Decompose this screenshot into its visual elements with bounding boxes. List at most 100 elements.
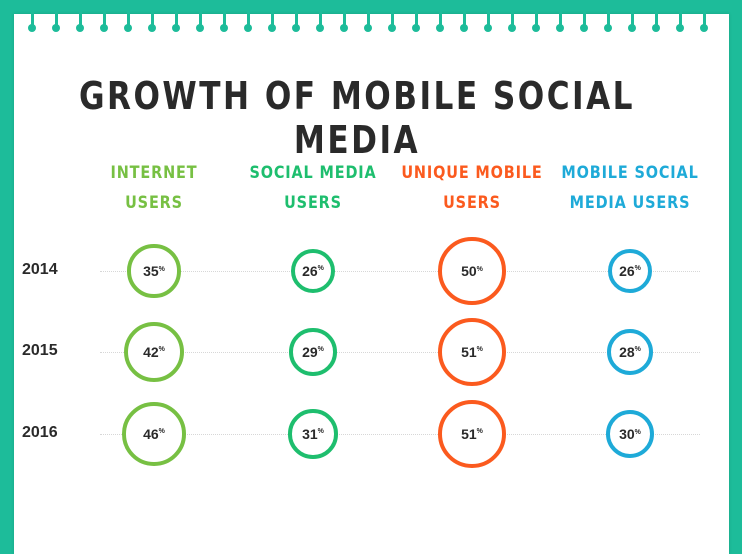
percent-sign: % xyxy=(158,346,165,354)
percent-sign: % xyxy=(476,265,483,273)
percent-sign: % xyxy=(158,428,165,436)
binder-hole xyxy=(28,24,36,32)
value-bubble: 26% xyxy=(290,248,336,294)
binder-hole xyxy=(364,24,372,32)
binder-wire xyxy=(342,10,346,28)
binder-hole xyxy=(316,24,324,32)
percent-sign: % xyxy=(634,346,641,354)
binder-hole xyxy=(340,24,348,32)
binder-hole xyxy=(148,24,156,32)
percent-sign: % xyxy=(476,346,483,354)
binder-wire xyxy=(510,10,514,28)
column-header: SOCIAL MEDIA USERS xyxy=(241,158,386,218)
column-header-line: USERS xyxy=(125,193,183,213)
value-bubble: 31% xyxy=(288,409,338,459)
percent-sign: % xyxy=(476,428,483,436)
row-guide-line xyxy=(100,352,700,353)
value-bubble: 42% xyxy=(124,322,184,382)
row-label-year: 2014 xyxy=(22,261,58,278)
value-label: 51 xyxy=(461,343,477,360)
value-label: 29 xyxy=(302,343,318,360)
row-label-year: 2016 xyxy=(22,424,58,441)
value-label: 30 xyxy=(619,426,635,442)
percent-sign: % xyxy=(634,428,641,436)
percent-sign: % xyxy=(634,265,641,273)
binder-wire xyxy=(606,10,610,28)
binder-wire xyxy=(174,10,178,28)
binder-wire xyxy=(270,10,274,28)
value-label: 26 xyxy=(302,262,318,279)
value-bubble: 29% xyxy=(289,328,337,376)
value-bubble: 26% xyxy=(607,248,653,294)
binder-wire xyxy=(102,10,106,28)
binder-wire xyxy=(702,10,706,28)
column-header-line: MOBILE SOCIAL xyxy=(561,163,699,183)
binder-wire xyxy=(126,10,130,28)
binder-hole xyxy=(100,24,108,32)
binder-hole xyxy=(76,24,84,32)
binder-wire xyxy=(414,10,418,28)
binder-hole xyxy=(652,24,660,32)
value-label: 50 xyxy=(461,263,477,279)
binder-wire xyxy=(366,10,370,28)
binder-wire xyxy=(678,10,682,28)
value-label: 26 xyxy=(619,262,635,279)
binder-wire xyxy=(318,10,322,28)
percent-sign: % xyxy=(317,428,324,436)
binder-wire xyxy=(198,10,202,28)
column-header-line: USERS xyxy=(443,193,501,213)
binder-hole xyxy=(292,24,300,32)
binder-hole xyxy=(172,24,180,32)
binder-wire xyxy=(246,10,250,28)
binder-wire xyxy=(30,10,34,28)
binder-hole xyxy=(580,24,588,32)
binder-hole xyxy=(196,24,204,32)
value-bubble: 51% xyxy=(437,399,507,469)
value-bubble: 51% xyxy=(437,317,507,387)
percent-sign: % xyxy=(317,346,324,354)
binder-wire xyxy=(534,10,538,28)
value-bubble: 30% xyxy=(605,409,655,459)
binder-hole xyxy=(556,24,564,32)
value-label: 46 xyxy=(143,425,159,442)
value-label: 31 xyxy=(302,425,318,442)
value-bubble: 46% xyxy=(122,402,186,466)
binder-rings xyxy=(14,10,729,54)
binder-hole xyxy=(388,24,396,32)
row-guide-line xyxy=(100,271,700,272)
column-header-line: MEDIA USERS xyxy=(569,193,691,213)
row-label-year: 2015 xyxy=(22,342,58,359)
binder-wire xyxy=(582,10,586,28)
binder-wire xyxy=(462,10,466,28)
column-header: MOBILE SOCIAL MEDIA USERS xyxy=(558,158,703,218)
binder-hole xyxy=(244,24,252,32)
binder-wire xyxy=(486,10,490,28)
value-label: 42 xyxy=(143,343,159,360)
binder-wire xyxy=(150,10,154,28)
value-bubble: 50% xyxy=(438,237,506,305)
binder-wire xyxy=(54,10,58,28)
binder-hole xyxy=(436,24,444,32)
binder-hole xyxy=(52,24,60,32)
binder-hole xyxy=(124,24,132,32)
binder-wire xyxy=(438,10,442,28)
binder-wire xyxy=(78,10,82,28)
binder-wire xyxy=(222,10,226,28)
binder-hole xyxy=(484,24,492,32)
binder-hole xyxy=(676,24,684,32)
binder-hole xyxy=(508,24,516,32)
column-header: INTERNET USERS xyxy=(82,158,227,218)
binder-hole xyxy=(700,24,708,32)
binder-hole xyxy=(628,24,636,32)
column-header-line: UNIQUE MOBILE xyxy=(401,163,543,183)
percent-sign: % xyxy=(158,265,165,273)
binder-wire xyxy=(654,10,658,28)
chart-title: GROWTH OF MOBILE SOCIAL MEDIA xyxy=(78,74,636,162)
binder-hole xyxy=(604,24,612,32)
column-header-line: SOCIAL MEDIA xyxy=(249,163,377,183)
value-label: 35 xyxy=(143,263,159,279)
binder-hole xyxy=(412,24,420,32)
binder-wire xyxy=(390,10,394,28)
binder-hole xyxy=(220,24,228,32)
binder-wire xyxy=(294,10,298,28)
